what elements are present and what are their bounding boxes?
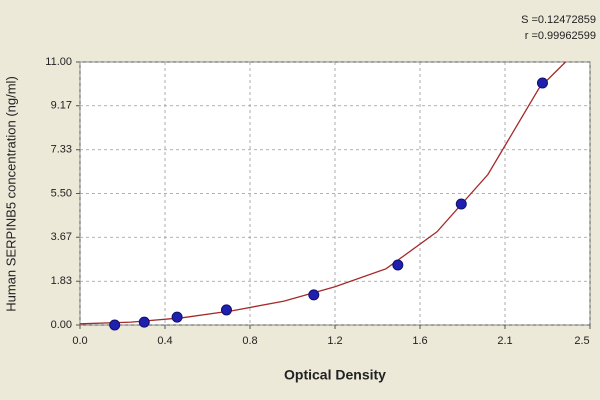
annotation: r =0.99962599 [525, 30, 596, 42]
y-tick-label: 0.00 [51, 319, 72, 331]
x-tick-label: 0.4 [157, 335, 172, 347]
x-tick-label: 1.6 [412, 335, 427, 347]
y-tick-label: 5.50 [51, 187, 72, 199]
data-point [138, 316, 150, 328]
y-tick-label: 9.17 [51, 100, 72, 112]
y-tick-label: 3.67 [51, 231, 72, 243]
data-point [536, 77, 548, 89]
data-point [171, 311, 183, 323]
y-tick-label: 1.83 [51, 275, 72, 287]
x-tick-label: 2.5 [574, 335, 589, 347]
x-tick-label: 0.8 [242, 335, 257, 347]
y-axis-label: Human SERPINB5 concentration (ng/ml) [3, 76, 18, 312]
data-point [392, 259, 404, 271]
fit-curve [79, 61, 566, 325]
data-point [109, 319, 121, 331]
x-tick-label: 1.2 [327, 335, 342, 347]
y-tick-label: 11.00 [45, 56, 72, 68]
x-axis-label: Optical Density [284, 367, 386, 383]
annotation: S =0.12472859 [521, 14, 596, 26]
data-point [308, 289, 320, 301]
x-tick-label: 2.1 [497, 335, 512, 347]
x-tick-label: 0.0 [72, 335, 87, 347]
y-tick-label: 7.33 [51, 144, 72, 156]
data-point [220, 304, 232, 316]
data-point [455, 198, 467, 210]
